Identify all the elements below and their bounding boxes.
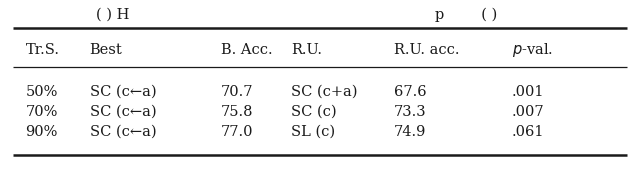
Text: .007: .007 bbox=[512, 105, 545, 119]
Text: 70%: 70% bbox=[26, 105, 58, 119]
Text: R.U. acc.: R.U. acc. bbox=[394, 43, 459, 57]
Text: ( ) H: ( ) H bbox=[96, 8, 129, 22]
Text: SL (c): SL (c) bbox=[291, 125, 335, 139]
Text: SC (c+a): SC (c+a) bbox=[291, 85, 358, 99]
Text: R.U.: R.U. bbox=[291, 43, 322, 57]
Text: .001: .001 bbox=[512, 85, 545, 99]
Text: .061: .061 bbox=[512, 125, 545, 139]
Text: $p$-val.: $p$-val. bbox=[512, 41, 553, 59]
Text: Tr.S.: Tr.S. bbox=[26, 43, 60, 57]
Text: 50%: 50% bbox=[26, 85, 58, 99]
Text: 67.6: 67.6 bbox=[394, 85, 426, 99]
Text: SC (c←a): SC (c←a) bbox=[90, 85, 156, 99]
Text: 70.7: 70.7 bbox=[221, 85, 253, 99]
Text: B. Acc.: B. Acc. bbox=[221, 43, 273, 57]
Text: SC (c←a): SC (c←a) bbox=[90, 105, 156, 119]
Text: 90%: 90% bbox=[26, 125, 58, 139]
Text: 77.0: 77.0 bbox=[221, 125, 253, 139]
Text: p        ( ): p ( ) bbox=[435, 8, 497, 22]
Text: 75.8: 75.8 bbox=[221, 105, 253, 119]
Text: SC (c←a): SC (c←a) bbox=[90, 125, 156, 139]
Text: 74.9: 74.9 bbox=[394, 125, 426, 139]
Text: SC (c): SC (c) bbox=[291, 105, 337, 119]
Text: 73.3: 73.3 bbox=[394, 105, 426, 119]
Text: Best: Best bbox=[90, 43, 122, 57]
